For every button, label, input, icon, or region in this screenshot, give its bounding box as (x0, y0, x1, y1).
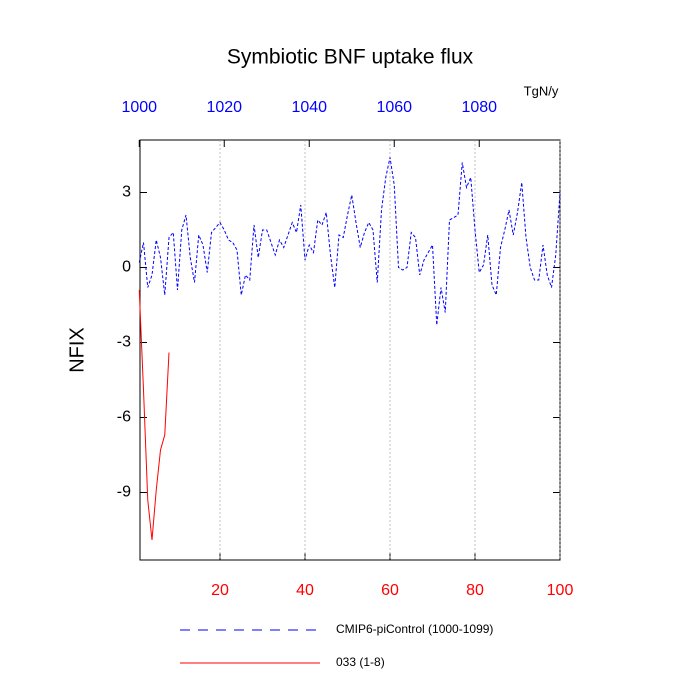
series-line (138, 157, 561, 326)
x2-tick-label: 1080 (461, 99, 497, 116)
x2-tick-label: 1040 (291, 99, 327, 116)
y-tick-label: -9 (117, 484, 131, 501)
units-label: TgN/y (524, 83, 559, 98)
x2-tick-label: 1020 (206, 99, 242, 116)
x-tick-label: 80 (466, 582, 484, 599)
x-tick-label: 60 (381, 582, 399, 599)
x2-tick-label: 1000 (121, 99, 157, 116)
x-tick-label: 40 (296, 582, 314, 599)
series-line (138, 289, 170, 541)
y-tick-label: -3 (117, 334, 131, 351)
chart-title: Symbiotic BNF uptake flux (227, 46, 474, 69)
y-axis-label: NFIX (66, 327, 88, 373)
y-tick-label: 3 (122, 184, 131, 201)
x-tick-label: 100 (547, 582, 574, 599)
x-tick-label: 20 (211, 582, 229, 599)
y-tick-label: 0 (122, 259, 131, 276)
x2-tick-label: 1060 (376, 99, 412, 116)
y-tick-label: -6 (117, 409, 131, 426)
legend-label: CMIP6-piControl (1000-1099) (336, 622, 493, 636)
legend-label: 033 (1-8) (336, 655, 385, 669)
